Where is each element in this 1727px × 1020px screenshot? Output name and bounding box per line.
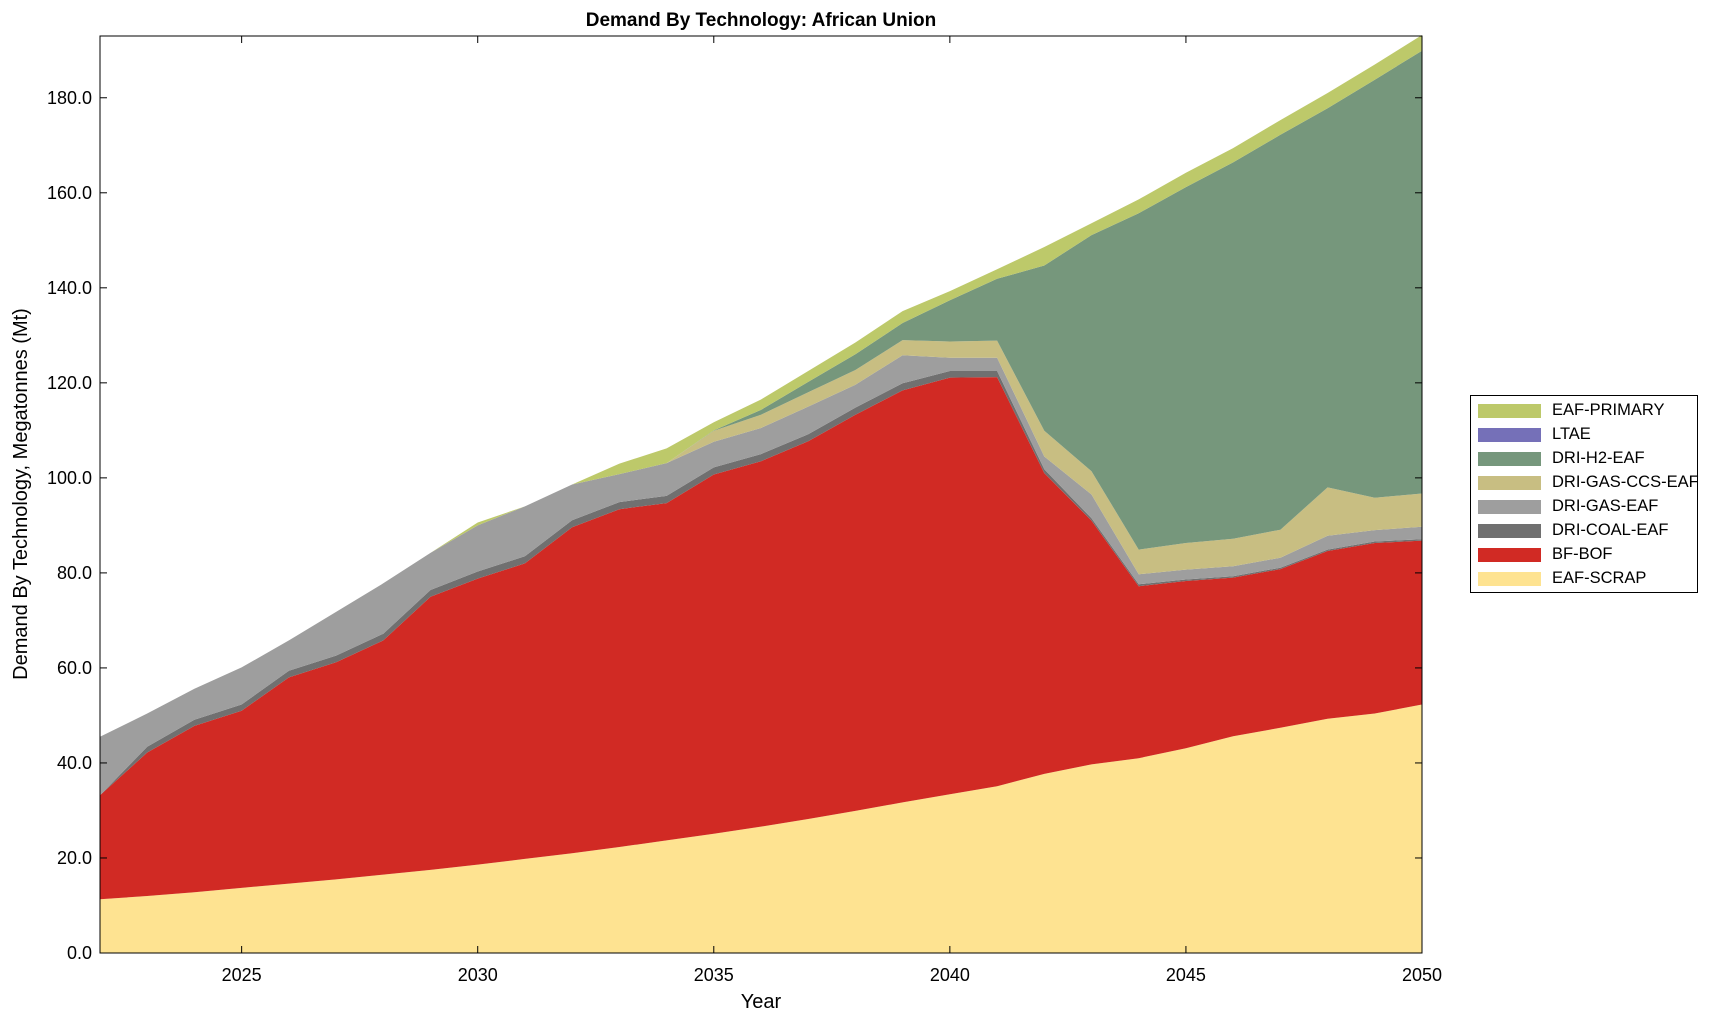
y-tick-label: 100.0 <box>47 468 92 488</box>
legend-swatch <box>1478 524 1541 538</box>
x-tick-label: 2030 <box>458 965 498 985</box>
legend-swatch <box>1478 476 1541 490</box>
y-tick-label: 0.0 <box>67 943 92 963</box>
area-eaf-scrap <box>100 704 1422 953</box>
legend-item: DRI-GAS-CCS-EAF <box>1471 471 1699 493</box>
x-tick-label: 2025 <box>222 965 262 985</box>
legend-label: DRI-GAS-EAF <box>1552 497 1659 515</box>
legend-label: DRI-H2-EAF <box>1552 449 1645 467</box>
plot-frame <box>99 35 1423 954</box>
y-tick-label: 140.0 <box>47 278 92 298</box>
legend-swatch <box>1478 428 1541 442</box>
y-tick-label: 80.0 <box>57 563 92 583</box>
legend-item: LTAE <box>1471 423 1697 445</box>
legend-item: DRI-GAS-EAF <box>1471 495 1697 517</box>
legend-label: LTAE <box>1552 425 1591 443</box>
legend-label: EAF-PRIMARY <box>1552 401 1665 419</box>
x-axis-label: Year <box>741 991 782 1013</box>
legend-label: EAF-SCRAP <box>1552 569 1647 587</box>
legend-label: DRI-GAS-CCS-EAF <box>1552 473 1699 491</box>
y-tick-label: 120.0 <box>47 373 92 393</box>
legend-item: DRI-COAL-EAF <box>1471 519 1697 541</box>
legend: EAF-PRIMARY LTAE DRI-H2-EAF DRI-GAS-CCS-EAF… <box>1470 395 1699 593</box>
legend-label: BF-BOF <box>1552 545 1613 563</box>
x-tick-label: 2035 <box>694 965 734 985</box>
legend-swatch <box>1478 500 1541 514</box>
area-dri-gas-ccs-eaf <box>100 340 1422 737</box>
legend-label: DRI-COAL-EAF <box>1552 521 1669 539</box>
legend-item: EAF-PRIMARY <box>1471 399 1697 421</box>
legend-item: BF-BOF <box>1471 543 1697 565</box>
legend-swatch <box>1478 572 1541 586</box>
legend-item: EAF-SCRAP <box>1471 567 1697 589</box>
area-dri-h2-eaf <box>100 50 1422 737</box>
y-tick-label: 180.0 <box>47 88 92 108</box>
y-tick-label: 40.0 <box>57 753 92 773</box>
area-dri-gas-eaf <box>100 355 1422 796</box>
y-axis-ticks: 0.0 20.0 40.0 60.0 80.0 100.0 120.0 140.0 160.0 1… <box>47 88 1422 963</box>
legend-swatch <box>1478 404 1541 418</box>
legend-item: DRI-H2-EAF <box>1471 447 1697 469</box>
y-tick-label: 160.0 <box>47 183 92 203</box>
area-dri-coal-eaf <box>100 371 1422 796</box>
y-tick-label: 20.0 <box>57 848 92 868</box>
x-tick-label: 2045 <box>1166 965 1206 985</box>
y-axis-label: Demand By Technology, Megatonnes (Mt) <box>10 308 32 680</box>
area-bf-bof <box>100 377 1422 900</box>
area-layers <box>100 35 1422 953</box>
y-tick-label: 60.0 <box>57 658 92 678</box>
x-tick-label: 2050 <box>1402 965 1442 985</box>
x-tick-label: 2040 <box>930 965 970 985</box>
legend-swatch <box>1478 452 1541 466</box>
chart-title: Demand By Technology: African Union <box>586 10 936 31</box>
x-axis-ticks: 2025 2030 2035 2040 2045 2050 <box>222 36 1442 985</box>
legend-swatch <box>1478 548 1541 562</box>
